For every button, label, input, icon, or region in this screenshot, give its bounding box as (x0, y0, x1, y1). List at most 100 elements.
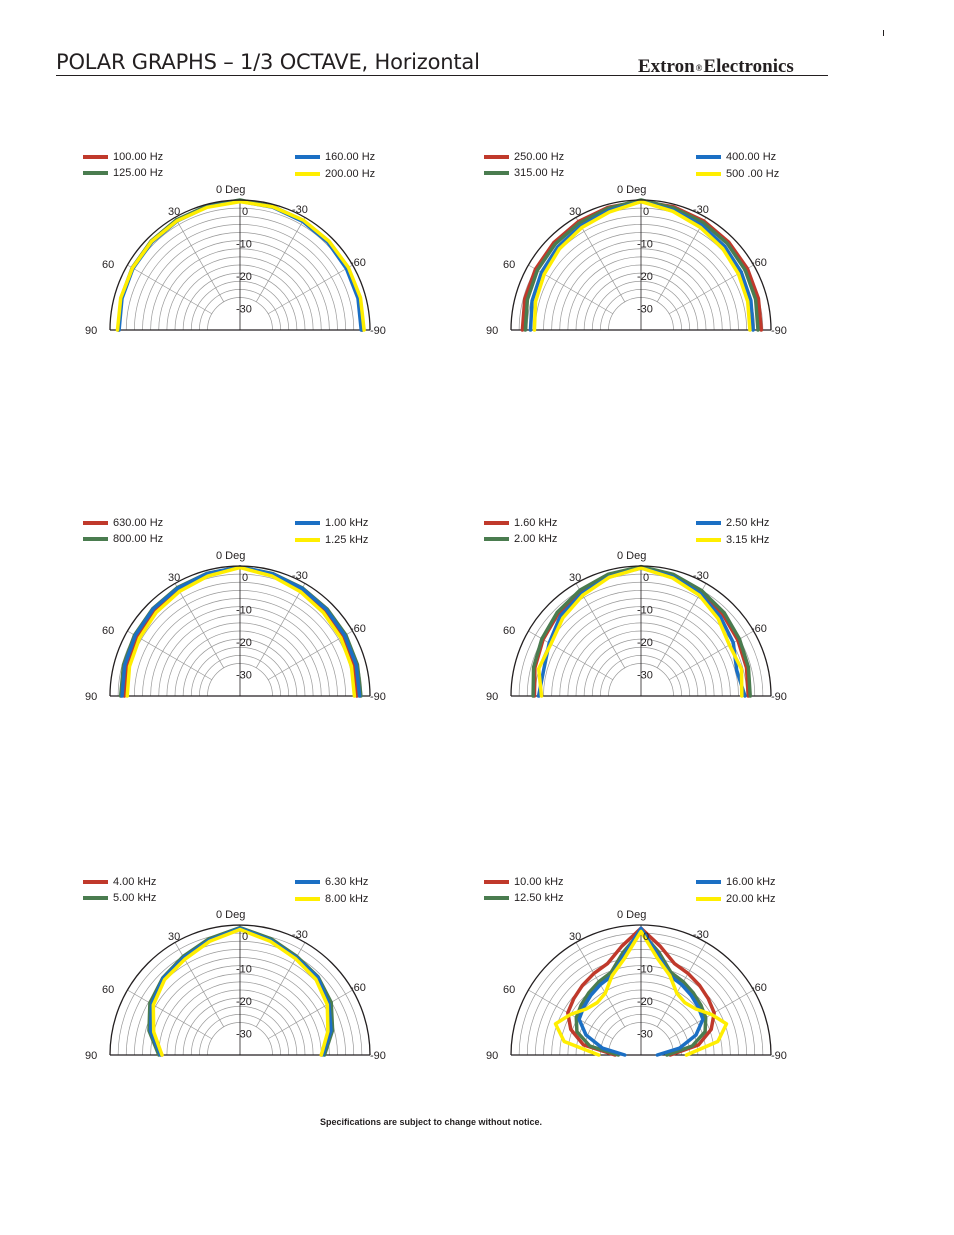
angle-label-30: 30 (569, 572, 581, 584)
series-line-4 (151, 927, 330, 1057)
grid-spoke (267, 989, 353, 1040)
outer-arc (109, 565, 371, 697)
radial-label: -20 (236, 996, 252, 1008)
angle-label-60: 60 (102, 984, 114, 996)
grid-spoke (267, 630, 353, 681)
angle-label-neg90: -90 (771, 325, 787, 337)
angle-label-90: 90 (85, 1050, 97, 1062)
angle-label-0: 0 Deg (216, 184, 245, 196)
corner-tick (883, 30, 884, 36)
polar-chart-1: 0 Deg 30 -30 60 -60 90 -90 0 -10 -20 -30 100.00 Hz 1… (83, 151, 386, 337)
radial-label: 0 (242, 206, 248, 218)
brand-name-left: Extron (638, 56, 695, 77)
angle-label-neg90: -90 (771, 1050, 787, 1062)
legend-label: 1.00 kHz (325, 517, 368, 529)
angle-label-30: 30 (569, 206, 581, 218)
radial-label: -10 (236, 239, 252, 251)
footer-note: Specifications are subject to change wit… (320, 1117, 543, 1127)
grid-spoke (255, 217, 306, 303)
radial-label: 0 (643, 206, 649, 218)
angle-label-neg90: -90 (370, 691, 386, 703)
radial-label: 0 (643, 931, 649, 943)
radial-label: 0 (242, 931, 248, 943)
legend-label: 4.00 kHz (113, 876, 156, 888)
angle-label-0: 0 Deg (216, 550, 245, 562)
angle-label-neg30: -30 (693, 204, 709, 216)
registered-mark: ® (695, 63, 703, 73)
grid-spoke (267, 264, 353, 315)
legend-label: 8.00 kHz (325, 893, 368, 905)
polar-chart-2: 0 Deg 30 -30 60 -60 90 -90 0 -10 -20 -30 250.00 Hz 3… (484, 151, 787, 337)
polar-chart-4: 0 Deg 30 -30 60 -60 90 -90 0 -10 -20 -30 1.60 kHz 2.… (484, 517, 787, 703)
radial-label: -10 (637, 964, 653, 976)
angle-label-neg90: -90 (370, 325, 386, 337)
radial-label: -20 (637, 996, 653, 1008)
outer-arc (109, 924, 371, 1056)
angle-label-30: 30 (168, 206, 180, 218)
legend-label: 12.50 kHz (514, 892, 564, 904)
series-line-4 (532, 199, 752, 332)
grid-spoke (656, 217, 707, 303)
series-line-4 (536, 566, 744, 698)
legend-label: 1.25 kHz (325, 534, 368, 546)
grid-spoke (255, 583, 306, 669)
outer-arc (510, 924, 772, 1056)
legend-label: 2.00 kHz (514, 533, 557, 545)
grid-spoke (127, 630, 213, 681)
legend-label: 16.00 kHz (726, 876, 776, 888)
angle-label-neg60: -60 (350, 257, 366, 269)
legend-label: 2.50 kHz (726, 517, 769, 529)
angle-label-neg30: -30 (292, 929, 308, 941)
angle-label-60: 60 (102, 259, 114, 271)
legend-label: 400.00 Hz (726, 151, 776, 163)
legend-label: 10.00 kHz (514, 876, 564, 888)
angle-label-neg30: -30 (292, 570, 308, 582)
series-line-4 (115, 199, 366, 332)
legend-label: 20.00 kHz (726, 893, 776, 905)
legend-label: 315.00 Hz (514, 167, 564, 179)
angle-label-neg30: -30 (693, 570, 709, 582)
angle-label-neg60: -60 (751, 982, 767, 994)
angle-label-60: 60 (503, 625, 515, 637)
legend-label: 630.00 Hz (113, 517, 163, 529)
angle-label-60: 60 (503, 259, 515, 271)
radial-label: -20 (236, 637, 252, 649)
legend-label: 125.00 Hz (113, 167, 163, 179)
brand-logo: Extron®Electronics (638, 56, 794, 78)
outer-arc (109, 199, 371, 331)
radial-label: -20 (637, 637, 653, 649)
angle-label-60: 60 (102, 625, 114, 637)
grid-spoke (656, 583, 707, 669)
legend-label: 500 .00 Hz (726, 168, 779, 180)
legend-label: 250.00 Hz (514, 151, 564, 163)
polar-chart-3: 0 Deg 30 -30 60 -60 90 -90 0 -10 -20 -30 630.00 Hz 8… (83, 517, 386, 703)
angle-label-30: 30 (168, 931, 180, 943)
grid-spoke (174, 217, 225, 303)
angle-label-neg60: -60 (350, 623, 366, 635)
angle-label-0: 0 Deg (617, 909, 646, 921)
angle-label-neg60: -60 (350, 982, 366, 994)
radial-label: -30 (236, 670, 252, 682)
grid-spoke (127, 989, 213, 1040)
brand-name-right: Electronics (703, 56, 794, 77)
page-title: POLAR GRAPHS – 1/3 OCTAVE, Horizontal (56, 50, 480, 74)
legend-label: 100.00 Hz (113, 151, 163, 163)
grid-spoke (127, 264, 213, 315)
legend-label: 800.00 Hz (113, 533, 163, 545)
angle-label-neg90: -90 (370, 1050, 386, 1062)
angle-label-0: 0 Deg (216, 909, 245, 921)
radial-label: -10 (637, 605, 653, 617)
radial-label: -20 (637, 271, 653, 283)
radial-label: -10 (236, 605, 252, 617)
outer-arc (510, 565, 772, 697)
angle-label-neg90: -90 (771, 691, 787, 703)
series-line-4 (125, 565, 357, 698)
radial-label: 0 (643, 572, 649, 584)
radial-label: -30 (236, 304, 252, 316)
radial-label: -20 (236, 271, 252, 283)
grid-spoke (174, 583, 225, 669)
angle-label-neg60: -60 (751, 257, 767, 269)
legend-label: 200.00 Hz (325, 168, 375, 180)
radial-label: -30 (637, 304, 653, 316)
